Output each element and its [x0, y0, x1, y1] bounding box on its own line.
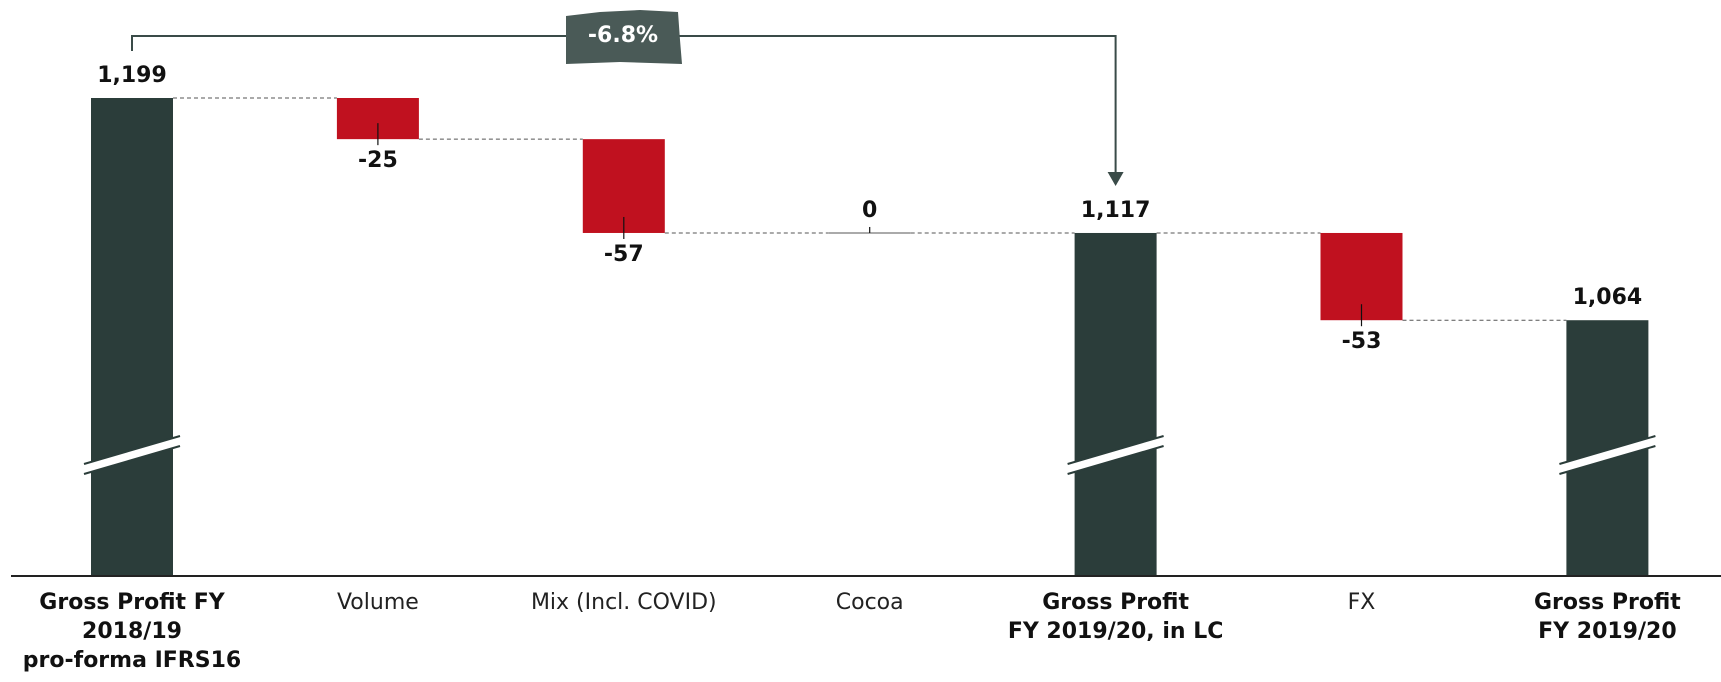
value-label: -25	[358, 148, 398, 173]
axis-break-line	[1559, 445, 1656, 475]
value-label: 1,199	[97, 63, 167, 88]
axis-break	[1067, 436, 1164, 474]
axis-break-line	[1067, 435, 1164, 465]
axis-break-line	[83, 445, 181, 475]
value-label: 0	[862, 198, 877, 223]
x-tick-label: Gross Profit FY 2019/20	[1534, 590, 1681, 644]
total-bar	[91, 98, 173, 576]
axis-break-line	[1559, 435, 1656, 465]
x-tick-label: Cocoa	[835, 590, 904, 615]
total-bar	[1074, 232, 1157, 577]
axis-break	[1559, 436, 1656, 474]
x-tick-label: FX	[1347, 590, 1376, 615]
value-label: -53	[1342, 329, 1382, 354]
value-label: 1,064	[1573, 285, 1643, 310]
annotation-box	[566, 10, 682, 64]
annotation-label: -6.8%	[588, 23, 658, 48]
axis-break-line	[1067, 445, 1164, 475]
axis-break-line	[83, 435, 181, 465]
axis-break	[84, 436, 180, 474]
x-tick-label: Volume	[336, 590, 419, 615]
annotation-arrow	[1107, 172, 1124, 186]
x-tick-label: Gross Profit FY 2019/20, in LC	[1007, 590, 1224, 644]
value-label: -57	[604, 242, 644, 267]
x-tick-label: Mix (Incl. COVID)	[530, 590, 717, 615]
x-tick-label: Gross Profit FY 2018/19 pro-forma IFRS16	[22, 590, 242, 673]
value-label: 1,117	[1081, 198, 1151, 223]
